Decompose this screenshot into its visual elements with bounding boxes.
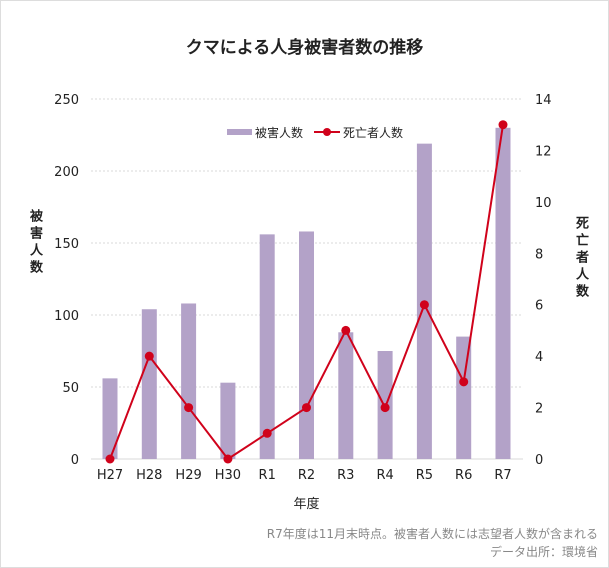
x-tick-label: R3 (337, 468, 354, 483)
x-tick-label: R1 (259, 468, 276, 483)
bar (495, 127, 511, 460)
y-right-tick-label: 6 (535, 299, 543, 314)
y-left-tick-label: 50 (62, 381, 79, 396)
y-right-tick-label: 0 (535, 453, 543, 468)
x-tick-label: H28 (136, 468, 162, 483)
line-point (341, 325, 351, 335)
line-point (419, 300, 429, 310)
line-point (144, 351, 154, 361)
x-tick-label: R7 (494, 468, 511, 483)
y-left-tick-label: 200 (54, 165, 79, 180)
bar (338, 332, 354, 459)
x-axis-label: 年度 (293, 497, 320, 512)
y-right-tick-label: 10 (535, 196, 552, 211)
bar (102, 378, 118, 459)
x-tick-label: R4 (376, 468, 393, 483)
line-point (223, 454, 233, 464)
y-axis-left-label: 被害人数 (27, 209, 42, 277)
bar (259, 234, 275, 459)
bar (181, 303, 197, 459)
bar (141, 309, 157, 459)
bar (299, 231, 314, 459)
legend-label: 死亡者人数 (343, 125, 403, 140)
y-left-tick-label: 100 (54, 309, 79, 324)
y-left-tick-label: 0 (71, 453, 79, 468)
legend-label: 被害人数 (255, 125, 303, 140)
y-left-tick-label: 250 (54, 93, 79, 108)
x-tick-label: H30 (215, 468, 241, 483)
y-left-tick-label: 150 (54, 237, 79, 252)
y-right-tick-label: 14 (535, 93, 552, 108)
y-right-tick-label: 2 (535, 402, 543, 417)
line-point (380, 403, 390, 413)
source-note: データ出所：環境省 (489, 545, 598, 559)
x-tick-label: H27 (97, 468, 123, 483)
legend-swatch-bar (227, 129, 252, 135)
legend-marker (323, 128, 331, 136)
x-tick-label: H29 (175, 468, 201, 483)
y-right-tick-label: 4 (535, 350, 543, 365)
line-point (302, 403, 311, 413)
line-point (184, 403, 194, 413)
y-right-tick-label: 12 (535, 144, 552, 159)
line-point (105, 454, 115, 464)
x-tick-label: R6 (455, 468, 472, 483)
y-right-tick-label: 8 (535, 247, 543, 262)
line-point (262, 428, 272, 438)
x-tick-label: R2 (298, 468, 315, 483)
bar (456, 336, 472, 459)
bar (220, 382, 236, 459)
line-point (459, 377, 469, 387)
chart-title: クマによる人身被害者数の推移 (185, 38, 424, 58)
x-tick-label: R5 (416, 468, 433, 483)
line-point (498, 120, 508, 130)
y-axis-right-label: 死亡者人数 (573, 216, 588, 301)
footnote: R7年度は11月末時点。被害者人数には志望者人数が含まれる (266, 527, 598, 541)
